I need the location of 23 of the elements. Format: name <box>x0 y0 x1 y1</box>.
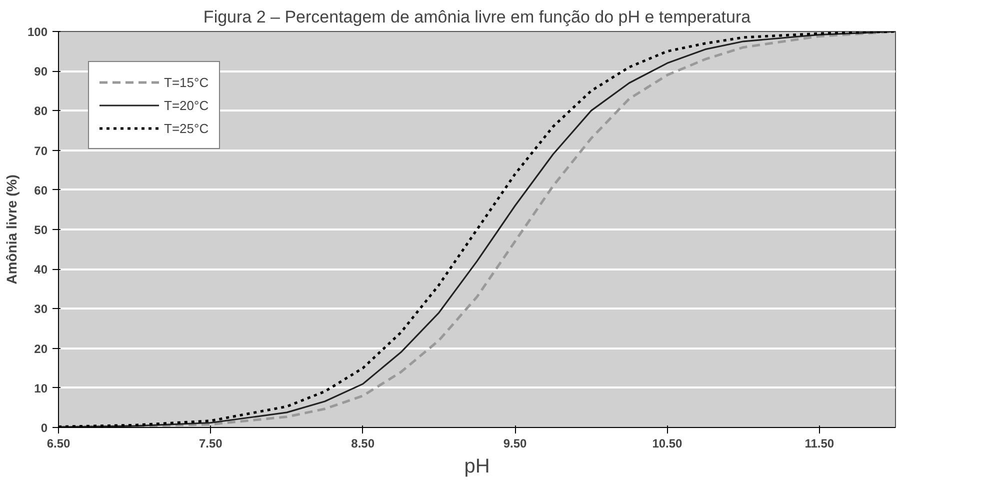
y-tick-label: 40 <box>34 262 48 277</box>
x-tick-label: 10.50 <box>652 436 683 450</box>
y-tick-label: 90 <box>34 64 48 79</box>
x-tick-label: 8.50 <box>351 436 375 450</box>
x-tick-label: 6.50 <box>46 436 71 450</box>
x-tick-label: 11.50 <box>804 436 834 450</box>
y-tick-label: 0 <box>40 421 48 435</box>
x-tick-label: 7.50 <box>199 436 223 450</box>
y-tick-label: 80 <box>34 104 48 118</box>
y-tick-label: 100 <box>27 25 48 39</box>
x-tick-label: 9.50 <box>503 436 528 450</box>
y-tick-label: 50 <box>34 223 48 237</box>
y-tick-label: 20 <box>34 342 48 356</box>
y-tick-label: 30 <box>34 302 48 316</box>
y-tick-label: 60 <box>34 183 48 198</box>
chart-title: Figura 2 – Percentagem de amônia livre em função do pH e temperatura <box>203 8 752 26</box>
y-tick-label: 70 <box>34 144 48 158</box>
x-axis-title: pH <box>464 456 490 478</box>
legend-label: T=20°C <box>164 98 209 112</box>
y-tick-label: 10 <box>34 381 48 396</box>
legend-label: T=25°C <box>164 120 209 136</box>
legend-label: T=15°C <box>164 74 209 90</box>
y-axis-title: Amônia livre (%) <box>3 174 20 284</box>
